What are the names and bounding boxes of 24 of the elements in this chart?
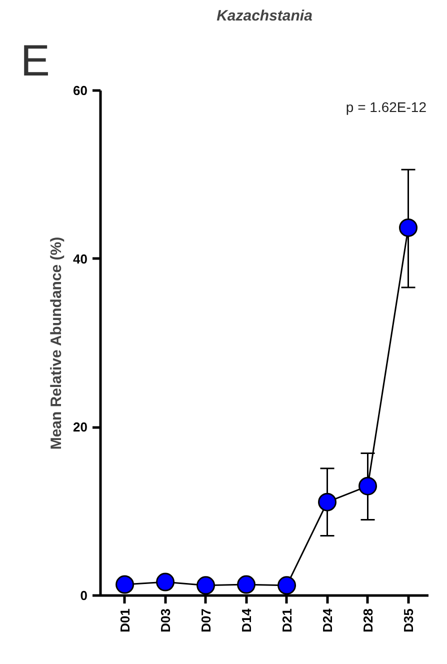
x-tick-label: D28 — [360, 608, 376, 632]
point — [156, 572, 175, 592]
point — [358, 476, 378, 496]
y-axis-title: Mean Relative Abundance (%) — [48, 236, 66, 450]
x-tick-label: D35 — [400, 608, 416, 632]
y-tick-label: 60 — [73, 83, 88, 98]
x-tick-label: D03 — [158, 608, 173, 632]
y-tick-label: 40 — [73, 251, 88, 266]
x-tick-label: D07 — [198, 608, 214, 632]
annotation: p = 1.62E-12 — [346, 98, 427, 115]
x-tick-label: D21 — [279, 608, 294, 632]
x-tick-label: D24 — [320, 608, 335, 632]
point — [399, 218, 418, 237]
point — [318, 492, 337, 512]
chart-title: Kazachstania — [216, 8, 312, 24]
y-tick-label: 20 — [73, 420, 88, 435]
point — [116, 575, 134, 594]
x-tick-label: D14 — [238, 608, 254, 632]
x-tick-label: D01 — [117, 608, 132, 632]
point — [237, 575, 256, 594]
y-tick-label: 0 — [80, 588, 88, 603]
text: E — [20, 36, 50, 86]
point — [196, 576, 216, 595]
point — [278, 576, 296, 595]
